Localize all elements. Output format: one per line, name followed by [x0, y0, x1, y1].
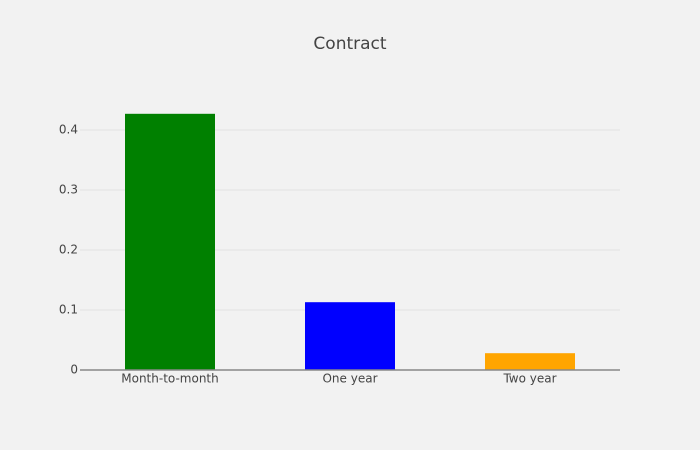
y-tick-label: 0.3	[59, 183, 78, 197]
y-tick-label: 0.2	[59, 243, 78, 257]
y-tick-label: 0	[70, 363, 78, 377]
x-tick-label: One year	[322, 372, 377, 386]
x-tick-label: Two year	[502, 372, 556, 386]
bar	[305, 302, 395, 370]
y-tick-label: 0.1	[59, 303, 78, 317]
x-tick-label: Month-to-month	[121, 372, 219, 386]
y-tick-label: 0.4	[59, 123, 78, 137]
chart-title: Contract	[313, 34, 386, 54]
bar	[485, 353, 575, 370]
bar	[125, 113, 215, 371]
